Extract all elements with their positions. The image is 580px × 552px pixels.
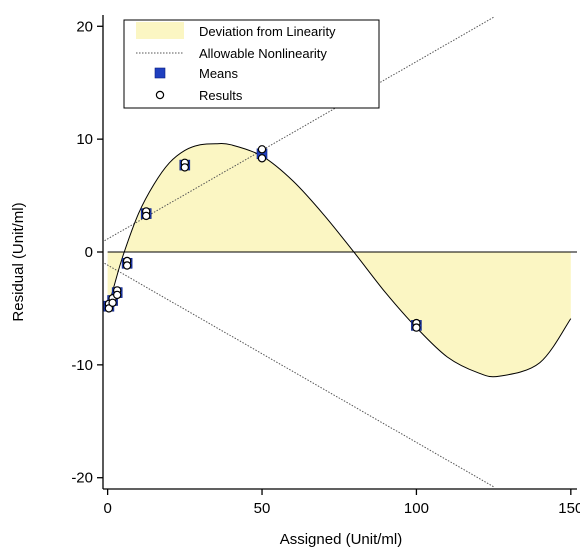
y-tick-label: 20 <box>76 18 93 35</box>
x-tick-label: 150 <box>558 500 580 517</box>
legend: Deviation from Linearity Allowable Nonlin… <box>123 19 380 109</box>
result-point <box>141 211 151 221</box>
deviation-band <box>107 143 571 377</box>
legend-band-swatch <box>136 22 184 39</box>
legend-label: Means <box>199 66 239 81</box>
result-point <box>412 323 421 332</box>
y-axis-title: Residual (Unit/ml) <box>10 202 27 321</box>
axes: -20 -10 0 10 20 0 50 100 150 <box>71 15 580 517</box>
x-axis-title: Assigned (Unit/ml) <box>280 531 403 548</box>
legend-square-swatch <box>154 67 166 79</box>
x-tick-label: 0 <box>103 500 111 517</box>
result-point <box>257 145 267 154</box>
y-tick-label: -20 <box>71 470 93 487</box>
legend-circle-swatch <box>155 90 165 100</box>
y-tick-label: -10 <box>71 357 93 374</box>
result-point <box>122 261 132 270</box>
result-point <box>112 290 122 300</box>
x-tick-label: 50 <box>254 500 271 517</box>
legend-label: Results <box>199 88 243 103</box>
result-point <box>108 298 117 307</box>
result-point <box>180 163 189 172</box>
legend-label: Allowable Nonlinearity <box>199 46 327 61</box>
result-point <box>104 304 114 313</box>
y-tick-label: 0 <box>85 244 93 261</box>
plot-area <box>103 16 577 488</box>
legend-label: Deviation from Linearity <box>199 24 336 39</box>
result-point <box>257 154 267 163</box>
y-tick-label: 10 <box>76 131 93 148</box>
x-tick-label: 100 <box>404 500 429 517</box>
